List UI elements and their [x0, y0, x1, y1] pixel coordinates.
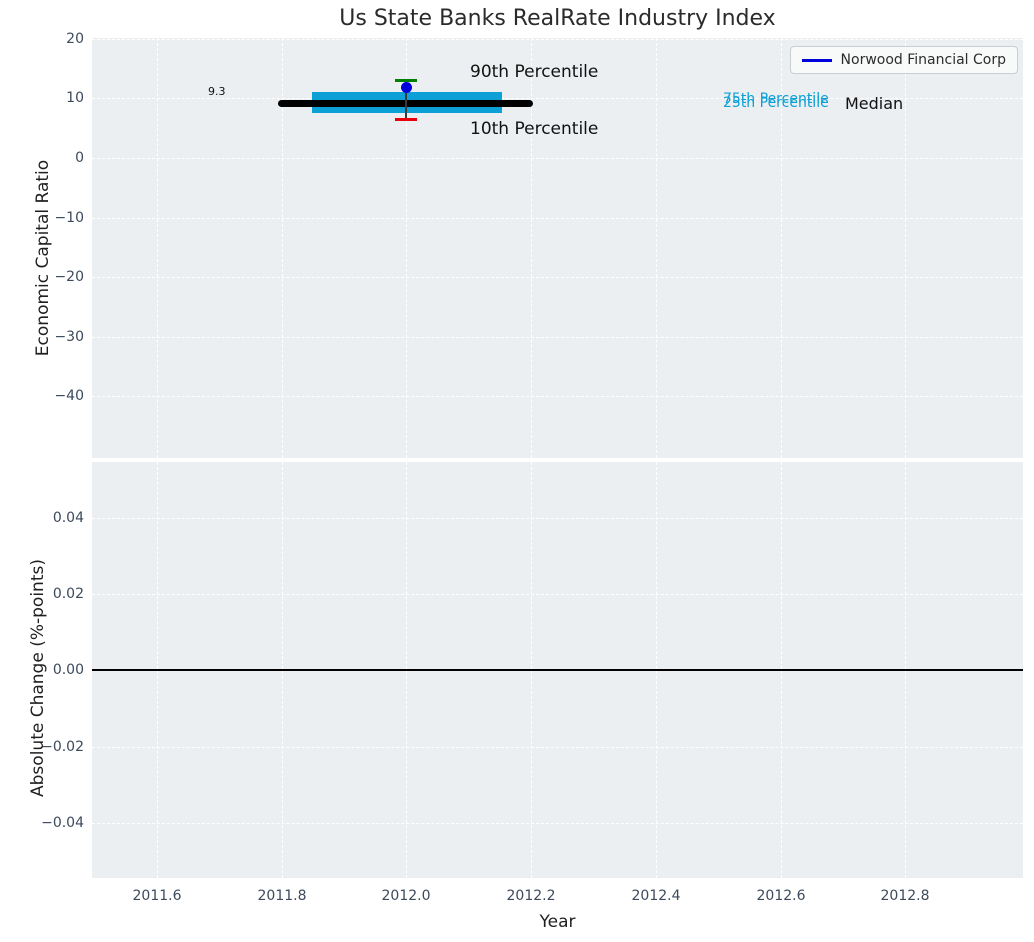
- legend-line-sample: [801, 58, 832, 62]
- gridline: [92, 823, 1023, 824]
- bottom-subplot-absolute-change: [92, 462, 1023, 878]
- gridline: [92, 158, 1023, 159]
- gridline: [531, 38, 532, 458]
- ytick-label: 0.04: [52, 510, 84, 526]
- gridline: [92, 39, 1023, 40]
- xtick-label: 2012.2: [506, 888, 556, 904]
- gridline: [157, 38, 158, 458]
- ytick-label: 20: [66, 31, 84, 47]
- x-axis-title: Year: [539, 912, 576, 932]
- gridline: [92, 518, 1023, 519]
- xtick-label: 2012.6: [756, 888, 806, 904]
- ytick-label: 10: [66, 90, 84, 106]
- ytick-label: 0: [75, 150, 84, 166]
- xtick-label: 2012.0: [381, 888, 431, 904]
- xtick-label: 2012.8: [880, 888, 930, 904]
- gridline: [656, 38, 657, 458]
- gridline: [781, 38, 782, 458]
- gridline: [92, 594, 1023, 595]
- gridline: [92, 218, 1023, 219]
- gridline: [92, 396, 1023, 397]
- bottom-y-axis-title: Absolute Change (%-points): [28, 559, 48, 797]
- xtick-label: 2011.6: [132, 888, 182, 904]
- median-annotation: Median: [845, 94, 904, 113]
- top-y-axis-title: Economic Capital Ratio: [33, 159, 53, 357]
- ytick-label: 0.02: [52, 586, 84, 602]
- ytick-label: −0.04: [41, 815, 84, 831]
- xtick-label: 2011.8: [257, 888, 307, 904]
- ytick-label: −0.02: [41, 739, 84, 755]
- gridline: [92, 277, 1023, 278]
- p25-annotation: 25th Percentile: [723, 95, 829, 111]
- ytick-label: −10: [54, 210, 84, 226]
- gridline: [92, 98, 1023, 99]
- gridline: [905, 38, 906, 458]
- chart-title: Us State Banks RealRate Industry Index: [339, 6, 776, 31]
- p10-annotation: 10th Percentile: [470, 119, 599, 139]
- legend: Norwood Financial Corp: [789, 46, 1018, 74]
- ytick-label: −30: [54, 329, 84, 345]
- whisker-line: [405, 81, 407, 120]
- gridline: [406, 38, 407, 458]
- gridline: [92, 747, 1023, 748]
- zero-reference-line: [92, 669, 1023, 671]
- ytick-label: 0.00: [52, 662, 84, 678]
- ytick-label: −20: [54, 269, 84, 285]
- xtick-label: 2012.4: [631, 888, 681, 904]
- gridline: [92, 337, 1023, 338]
- gridline: [282, 38, 283, 458]
- legend-label: Norwood Financial Corp: [840, 52, 1006, 68]
- p90-whisker-cap: [395, 79, 417, 82]
- median-value-annotation: 9.3: [208, 85, 226, 98]
- p10-whisker-cap: [395, 118, 417, 121]
- ytick-label: −40: [54, 388, 84, 404]
- top-subplot-economic-capital-ratio: 9.3 90th Percentile 10th Percentile 75th…: [92, 38, 1023, 458]
- p90-annotation: 90th Percentile: [470, 62, 599, 82]
- p75-annotation: 75th Percentile: [723, 91, 829, 107]
- company-data-point: [401, 82, 412, 93]
